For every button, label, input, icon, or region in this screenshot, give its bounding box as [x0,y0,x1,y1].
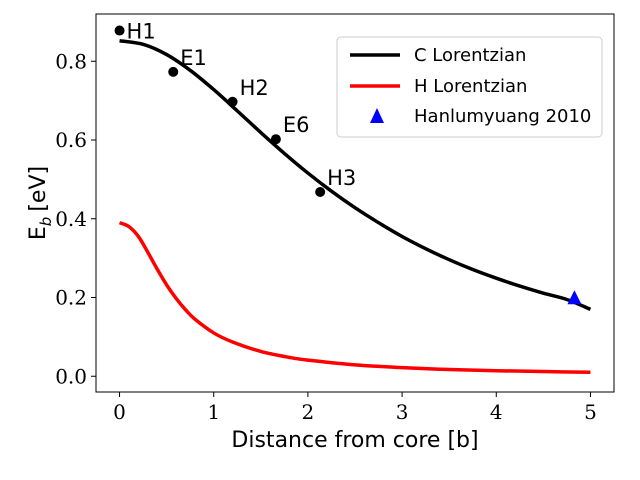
y-tick-label: 0.8 [55,49,87,73]
y-tick-label: 0.0 [55,364,87,388]
point-label-h1: H1 [127,20,156,44]
point-label-h3: H3 [327,166,356,190]
point-h1 [114,25,125,36]
x-tick-label: 1 [207,400,220,424]
point-label-h2: H2 [240,76,269,100]
legend-label-h-lorentzian: H Lorentzian [414,76,527,97]
x-tick-label: 4 [490,400,503,424]
legend-swatch-hanlumyuang-2010 [370,108,384,123]
legend-label-c-lorentzian: C Lorentzian [414,45,526,66]
y-axis-label-main: E [26,226,51,240]
y-tick-label: 0.6 [55,128,87,152]
point-e6 [270,134,281,145]
x-tick-label: 2 [302,400,315,424]
legend-label-hanlumyuang-2010: Hanlumyuang 2010 [414,106,591,127]
legend: C Lorentzian H Lorentzian Hanlumyuang 20… [336,36,603,138]
x-tick-label: 3 [396,400,409,424]
legend-box [336,36,603,138]
point-h2 [227,96,238,107]
y-axis-label-unit: [eV] [26,166,51,212]
y-axis-label-sub: b [37,217,55,227]
point-label-e1: E1 [180,46,207,70]
point-e1 [168,66,179,77]
axis-ticks: 0 1 2 3 4 5 0.0 0.2 0.4 0.6 0.8 [55,49,597,424]
y-tick-label: 0.4 [55,207,87,231]
x-tick-label: 5 [584,400,597,424]
marker-hanlumyuang-2010 [567,290,582,305]
point-label-e6: E6 [283,113,310,137]
series-line-h-lorentzian [118,221,591,375]
x-axis-label: Distance from core [b] [231,428,478,453]
axes-frame [95,13,615,393]
y-tick-label: 0.2 [55,286,87,310]
plot-area: H1 E1 H2 E6 H3 [114,20,592,375]
y-axis-label: Eb [eV] [26,166,55,240]
x-tick-label: 0 [113,400,126,424]
series-line-c-lorentzian [119,39,592,311]
point-h3 [315,186,326,197]
